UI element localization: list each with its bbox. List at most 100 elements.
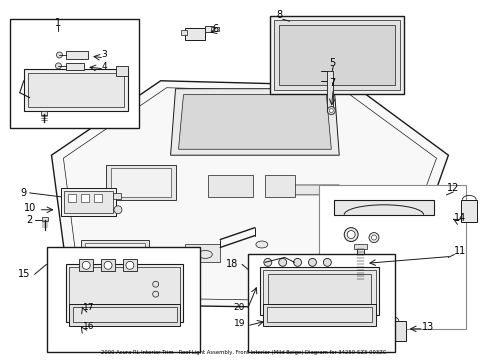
Bar (101, 260, 115, 271)
Circle shape (102, 260, 110, 268)
Bar (356, 247, 364, 282)
Bar (28, 73, 123, 107)
Circle shape (104, 261, 112, 269)
Bar (266, 307, 371, 322)
Bar (113, 193, 121, 199)
Bar (24, 69, 128, 111)
Circle shape (349, 251, 357, 258)
Bar (79, 260, 93, 271)
Bar (208, 175, 252, 197)
Text: 10: 10 (23, 203, 36, 213)
Bar (10, 19, 139, 129)
Bar (66, 264, 183, 322)
Bar (61, 188, 116, 216)
Bar (460, 200, 476, 222)
Bar (334, 200, 433, 215)
Text: 3: 3 (101, 50, 107, 59)
Bar (106, 165, 175, 200)
Text: 15: 15 (18, 269, 30, 279)
Circle shape (82, 261, 90, 269)
Polygon shape (292, 185, 341, 195)
Circle shape (365, 285, 372, 293)
Circle shape (323, 258, 331, 266)
Circle shape (152, 291, 158, 297)
Text: 7: 7 (328, 78, 335, 88)
Bar (181, 30, 187, 35)
Text: 11: 11 (453, 247, 466, 256)
Bar (273, 20, 399, 90)
Ellipse shape (255, 241, 267, 248)
Bar (41, 217, 47, 221)
Bar (73, 307, 176, 322)
Bar (81, 239, 148, 277)
Text: 16: 16 (83, 322, 95, 331)
Bar (259, 267, 378, 315)
Bar (41, 111, 46, 114)
Circle shape (278, 258, 286, 266)
Bar (269, 16, 403, 94)
Circle shape (55, 63, 61, 69)
Circle shape (346, 292, 351, 297)
Circle shape (152, 281, 158, 287)
Circle shape (126, 261, 134, 269)
Bar (247, 255, 394, 352)
Circle shape (328, 109, 333, 113)
Polygon shape (170, 89, 339, 155)
Bar (64, 191, 113, 213)
Bar (122, 260, 137, 271)
Text: 1: 1 (55, 18, 61, 28)
Polygon shape (51, 81, 447, 309)
Text: 6: 6 (212, 24, 218, 34)
Circle shape (368, 233, 378, 243)
Circle shape (114, 206, 122, 214)
Circle shape (56, 52, 62, 58)
Text: 5: 5 (328, 58, 335, 68)
Polygon shape (178, 95, 331, 149)
Text: 18: 18 (225, 259, 238, 269)
Bar (319, 185, 466, 329)
Bar (68, 194, 76, 202)
Bar (364, 321, 405, 341)
Bar (116, 66, 128, 76)
Bar (81, 194, 89, 202)
Text: 8: 8 (276, 10, 282, 20)
Bar (263, 304, 375, 326)
Bar (211, 27, 219, 31)
Ellipse shape (198, 251, 212, 258)
Text: 19: 19 (233, 319, 244, 328)
Bar (205, 26, 213, 32)
Bar (66, 51, 88, 59)
Text: 2: 2 (26, 215, 33, 225)
Text: 2000 Acura RL Interior Trim - Roof Light Assembly, Front Interior (Mild Beige) D: 2000 Acura RL Interior Trim - Roof Light… (101, 350, 386, 355)
Circle shape (344, 289, 353, 299)
Bar (69, 267, 180, 317)
Circle shape (293, 258, 301, 266)
Circle shape (366, 287, 370, 291)
Bar (264, 175, 294, 197)
Bar (267, 274, 370, 306)
Bar (94, 194, 102, 202)
Bar (353, 244, 366, 249)
Text: 9: 9 (20, 188, 27, 198)
Text: 20: 20 (233, 302, 244, 311)
Bar (278, 25, 394, 85)
Text: 4: 4 (101, 62, 107, 71)
Bar (326, 71, 333, 111)
Bar (185, 244, 220, 262)
Text: 17: 17 (83, 302, 95, 311)
Bar (66, 63, 84, 70)
Text: 14: 14 (453, 213, 466, 223)
Circle shape (371, 235, 376, 240)
Bar (69, 304, 180, 326)
Circle shape (308, 258, 316, 266)
Bar (46, 247, 200, 352)
Circle shape (344, 228, 357, 242)
Circle shape (326, 107, 335, 114)
Text: 12: 12 (446, 183, 459, 193)
Bar (185, 28, 205, 40)
Circle shape (264, 258, 271, 266)
Text: 13: 13 (421, 322, 433, 332)
Bar (319, 228, 378, 262)
Bar (85, 243, 144, 274)
Bar (111, 168, 170, 197)
